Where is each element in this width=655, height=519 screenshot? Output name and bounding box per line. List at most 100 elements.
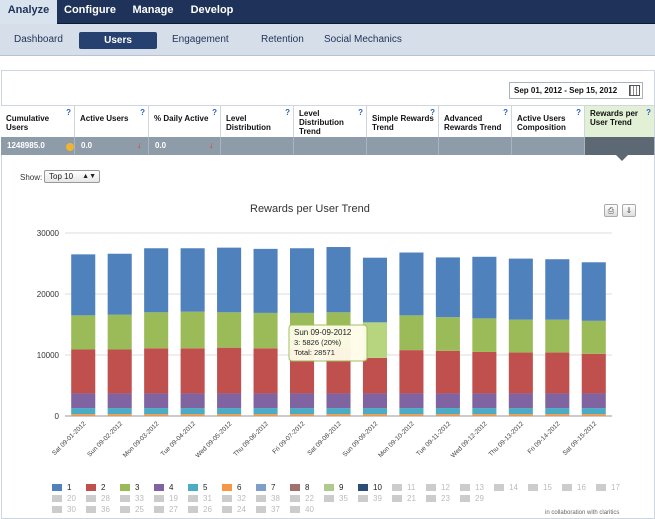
legend-label: 17 (611, 483, 620, 492)
help-icon[interactable]: ? (358, 108, 363, 117)
top-n-select[interactable]: Top 10 ▲▼ (44, 170, 100, 183)
legend-item[interactable]: 33 (120, 494, 144, 504)
legend-item[interactable]: 30 (52, 505, 76, 515)
metric-label: Active Users (80, 114, 129, 123)
select-caret-icon: ▲▼ (82, 173, 96, 180)
legend-item[interactable]: 23 (426, 494, 450, 504)
legend-item[interactable]: 13 (460, 483, 484, 493)
metrics-bar: Cumulative Users? Active Users? % Daily … (1, 105, 655, 155)
help-icon[interactable]: ? (503, 108, 508, 117)
legend-label: 38 (271, 494, 280, 503)
legend-item[interactable]: 35 (324, 494, 348, 504)
metric-simple-rewards-trend[interactable]: Simple Rewards Trend? (367, 105, 439, 137)
legend-item[interactable]: 38 (256, 494, 280, 504)
legend-item[interactable]: 1 (52, 483, 71, 493)
tab-develop[interactable]: Develop (190, 4, 234, 16)
subtab-users[interactable]: Users (79, 32, 157, 49)
metric-active-users-composition[interactable]: Active Users Composition? (512, 105, 585, 137)
metric-advanced-rewards-trend[interactable]: Advanced Rewards Trend? (439, 105, 512, 137)
metric-active-users[interactable]: Active Users? (75, 105, 149, 137)
collab-text: in collaboration with claritics (545, 510, 620, 516)
help-icon[interactable]: ? (140, 108, 145, 117)
help-icon[interactable]: ? (430, 108, 435, 117)
legend-item[interactable]: 27 (154, 505, 178, 515)
metric-level-distribution-trend[interactable]: Level Distribution Trend? (294, 105, 367, 137)
calendar-icon[interactable] (629, 85, 640, 96)
legend-item[interactable]: 3 (120, 483, 139, 493)
legend-item[interactable]: 31 (188, 494, 212, 504)
metric-daily-active[interactable]: % Daily Active? (149, 105, 221, 137)
legend-item[interactable]: 25 (120, 505, 144, 515)
legend-label: 15 (543, 483, 552, 492)
metric-label: Rewards per User Trend (590, 109, 639, 127)
legend-swatch (290, 495, 300, 502)
legend-label: 24 (237, 505, 246, 514)
legend-item[interactable]: 2 (86, 483, 105, 493)
legend-item[interactable]: 10 (358, 483, 382, 493)
help-icon[interactable]: ? (212, 108, 217, 117)
metric-rewards-per-user-trend[interactable]: Rewards per User Trend? (585, 105, 655, 137)
legend-item[interactable]: 6 (222, 483, 241, 493)
subtab-social-mechanics[interactable]: Social Mechanics (324, 34, 402, 45)
legend-item[interactable]: 16 (562, 483, 586, 493)
legend-swatch (358, 484, 368, 491)
printer-icon[interactable]: ⎙ (604, 204, 618, 217)
download-icon[interactable]: ⇓ (622, 204, 636, 217)
legend-item[interactable]: 39 (358, 494, 382, 504)
legend-label: 27 (169, 505, 178, 514)
subtab-dashboard[interactable]: Dashboard (14, 34, 63, 45)
metric-level-distribution[interactable]: Level Distribution? (221, 105, 294, 137)
legend-item[interactable]: 40 (290, 505, 314, 515)
legend-item[interactable]: 5 (188, 483, 207, 493)
legend-item[interactable]: 28 (86, 494, 110, 504)
legend-item[interactable]: 21 (392, 494, 416, 504)
down-arrow-icon: ↓ (137, 140, 142, 150)
tab-analyze[interactable]: Analyze (0, 0, 57, 24)
legend-item[interactable]: 24 (222, 505, 246, 515)
legend-label: 11 (407, 483, 416, 492)
legend-swatch (154, 484, 164, 491)
legend-item[interactable]: 11 (392, 483, 415, 493)
legend-item[interactable]: 22 (290, 494, 314, 504)
legend-label: 33 (135, 494, 144, 503)
legend-item[interactable]: 4 (154, 483, 173, 493)
help-icon[interactable]: ? (646, 108, 651, 117)
legend-swatch (392, 484, 402, 491)
legend-item[interactable]: 20 (52, 494, 76, 504)
value-cell (221, 137, 294, 155)
legend-item[interactable]: 26 (188, 505, 212, 515)
legend-swatch (256, 495, 266, 502)
legend-swatch (528, 484, 538, 491)
legend-item[interactable]: 19 (154, 494, 178, 504)
legend-item[interactable]: 17 (596, 483, 620, 493)
subtab-retention[interactable]: Retention (261, 34, 304, 45)
metric-value: 1248985.0 (7, 141, 45, 150)
legend-item[interactable]: 29 (460, 494, 484, 504)
legend-item[interactable]: 12 (426, 483, 450, 493)
tab-manage[interactable]: Manage (132, 4, 174, 16)
legend-swatch (52, 484, 62, 491)
legend-item[interactable]: 8 (290, 483, 309, 493)
legend-label: 26 (203, 505, 212, 514)
help-icon[interactable]: ? (66, 108, 71, 117)
metric-values-row: 1248985.0 0.0 ↓ 0.0 ↓ (1, 137, 655, 155)
date-range-picker[interactable]: Sep 01, 2012 - Sep 15, 2012 (509, 82, 643, 99)
legend-item[interactable]: 36 (86, 505, 110, 515)
legend-item[interactable]: 7 (256, 483, 275, 493)
legend-label: 8 (305, 483, 310, 492)
legend-item[interactable]: 15 (528, 483, 552, 493)
legend-item[interactable]: 14 (494, 483, 518, 493)
metric-cumulative-users[interactable]: Cumulative Users? (1, 105, 75, 137)
help-icon[interactable]: ? (576, 108, 581, 117)
legend-swatch (392, 495, 402, 502)
legend-swatch (494, 484, 504, 491)
tab-configure[interactable]: Configure (64, 4, 116, 16)
legend-item[interactable]: 37 (256, 505, 280, 515)
legend-label: 37 (271, 505, 280, 514)
legend-swatch (256, 506, 266, 513)
legend-item[interactable]: 32 (222, 494, 246, 504)
help-icon[interactable]: ? (285, 108, 290, 117)
subtab-engagement[interactable]: Engagement (172, 34, 229, 45)
legend-item[interactable]: 9 (324, 483, 343, 493)
value-active-users: 0.0 ↓ (75, 137, 149, 155)
